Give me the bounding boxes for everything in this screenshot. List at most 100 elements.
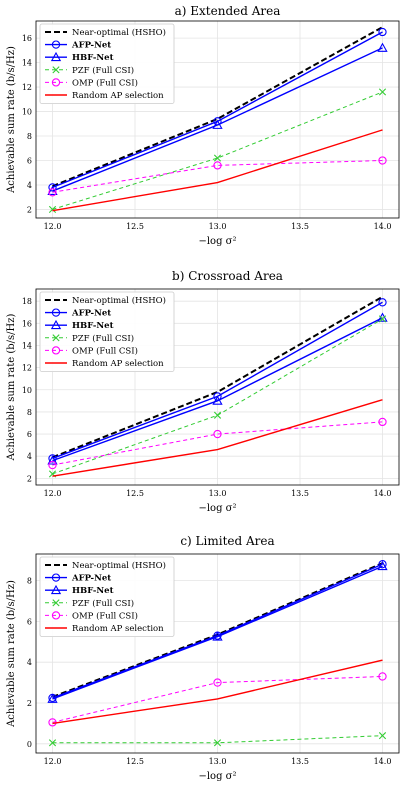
- y-tick-label: 12: [22, 83, 32, 92]
- y-axis-label: Achievable sum rate (b/s/Hz): [6, 46, 17, 194]
- legend-item: OMP (Full CSI): [45, 77, 138, 88]
- data-point: [212, 119, 223, 129]
- y-tick-label: 14: [22, 341, 32, 350]
- data-point: [48, 188, 57, 197]
- legend-marker: [50, 51, 62, 62]
- series-pzf-full-csi: [48, 88, 387, 214]
- x-axis-label: −log σ²: [198, 236, 236, 247]
- x-tick-label: 12.5: [126, 489, 144, 498]
- legend-item: Random AP selection: [45, 91, 164, 101]
- x-tick-label: 13.0: [209, 489, 227, 498]
- y-tick-label: 12: [22, 364, 32, 373]
- legend-label: HBF-Net: [72, 53, 114, 63]
- data-point: [48, 460, 57, 470]
- legend-item: OMP (Full CSI): [45, 610, 138, 621]
- series-near-optimal-hsho: [52, 26, 383, 188]
- series-line: [52, 129, 383, 212]
- y-tick-label: 6: [27, 617, 32, 626]
- data-point: [213, 739, 222, 747]
- legend-item: Near-optimal (HSHO): [45, 560, 166, 571]
- data-point: [213, 392, 222, 401]
- legend-item: AFP-Net: [45, 573, 111, 584]
- x-tick-label: 12.5: [126, 222, 144, 231]
- data-point: [47, 455, 58, 465]
- chart-panel-1: a) Extended Area 12.0 12.5 13.0 13.5 14.0 2 4 6 8…: [6, 4, 400, 247]
- series-line: [52, 659, 383, 725]
- legend-label: Random AP selection: [72, 91, 164, 101]
- x-tick-label: 13.5: [291, 222, 309, 231]
- legend-marker: [50, 584, 62, 595]
- legend: Near-optimal (HSHO) AFP-Net HBF-Net PZF (Fu…: [39, 291, 175, 372]
- data-point: [377, 560, 388, 571]
- data-point: [48, 205, 57, 214]
- legend-item: PZF (Full CSI): [45, 598, 134, 609]
- legend-label: Near-optimal (HSHO): [72, 27, 166, 38]
- series-line: [52, 317, 383, 462]
- series-line: [52, 295, 383, 459]
- y-tick-label: 4: [27, 658, 32, 667]
- legend-label: PZF (Full CSI): [72, 598, 134, 609]
- y-tick-label: 8: [27, 132, 32, 141]
- y-tick-label: 10: [22, 386, 32, 395]
- legend-label: AFP-Net: [71, 309, 111, 319]
- legend-marker: [51, 573, 61, 582]
- legend-label: AFP-Net: [71, 41, 111, 51]
- series-omp-full-csi: [48, 156, 387, 197]
- y-tick-label: 4: [27, 452, 32, 461]
- y-tick-label: 10: [22, 108, 32, 117]
- y-tick-label: 6: [27, 430, 32, 439]
- x-tick-label: 13.5: [291, 489, 309, 498]
- data-point: [47, 185, 58, 195]
- legend-label: OMP (Full CSI): [72, 345, 138, 356]
- series-near-optimal-hsho: [52, 295, 383, 459]
- chart-title: b) Crossroad Area: [172, 269, 283, 283]
- chart-panel-2: b) Crossroad Area 12.0 12.5 13.0 13.5 14.0 2 4 6…: [6, 269, 400, 514]
- chart-panel-3: c) Limited Area 12.0 12.5 13.0 13.5 14.0 0 2 4 6 8…: [6, 534, 400, 782]
- y-tick-label: 0: [27, 740, 32, 749]
- legend-label: OMP (Full CSI): [72, 610, 138, 621]
- legend-label: AFP-Net: [71, 574, 111, 584]
- legend-item: Random AP selection: [45, 624, 164, 634]
- data-point: [212, 395, 223, 405]
- legend-label: Random AP selection: [72, 359, 164, 369]
- chart-title: a) Extended Area: [175, 4, 281, 18]
- legend: Near-optimal (HSHO) AFP-Net HBF-Net PZF (Fu…: [39, 23, 175, 104]
- series-line: [52, 91, 383, 210]
- data-point: [378, 315, 387, 323]
- x-tick-label: 13.0: [209, 757, 227, 766]
- x-tick-label: 12.0: [44, 222, 62, 231]
- x-tick-label: 12.0: [44, 489, 62, 498]
- data-point: [48, 454, 57, 463]
- data-point: [378, 560, 387, 569]
- legend-label: HBF-Net: [72, 586, 114, 596]
- chart-title: c) Limited Area: [180, 534, 274, 548]
- series-line: [52, 399, 383, 477]
- legend-item: PZF (Full CSI): [45, 65, 134, 76]
- legend: Near-optimal (HSHO) AFP-Net HBF-Net PZF (Fu…: [39, 556, 175, 637]
- legend-marker: [51, 611, 61, 620]
- legend-label: PZF (Full CSI): [72, 333, 134, 344]
- y-tick-label: 2: [27, 699, 32, 708]
- y-tick-label: 2: [27, 205, 32, 214]
- data-point: [213, 161, 222, 170]
- data-point: [213, 154, 222, 162]
- x-tick-label: 14.0: [374, 222, 392, 231]
- legend-item: HBF-Net: [45, 319, 114, 331]
- series-line: [52, 563, 383, 699]
- y-tick-label: 8: [27, 408, 32, 417]
- series-hbf-net: [47, 42, 388, 195]
- legend-label: HBF-Net: [72, 321, 114, 331]
- data-point: [378, 156, 387, 165]
- x-tick-label: 13.0: [209, 222, 227, 231]
- data-point: [378, 88, 387, 96]
- series-near-optimal-hsho: [52, 562, 383, 698]
- legend-label: Random AP selection: [72, 624, 164, 634]
- series-line: [52, 26, 383, 188]
- y-tick-label: 2: [27, 474, 32, 483]
- y-axis-label: Achievable sum rate (b/s/Hz): [6, 313, 17, 461]
- data-point: [378, 417, 387, 427]
- legend-marker: [50, 319, 62, 330]
- data-point: [378, 298, 387, 307]
- data-point: [47, 693, 58, 703]
- legend-label: Near-optimal (HSHO): [72, 295, 166, 306]
